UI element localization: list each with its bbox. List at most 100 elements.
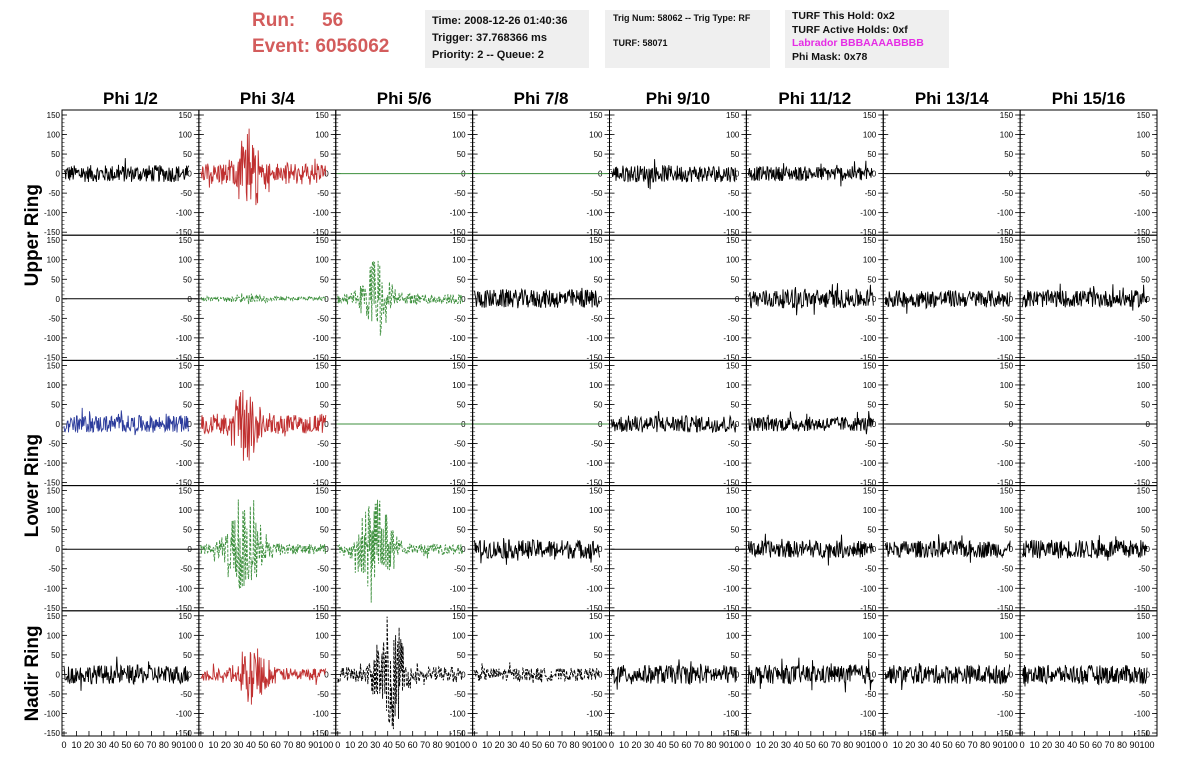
- x-tick-label: 10: [619, 740, 629, 750]
- y-tick-label: -150: [44, 479, 61, 488]
- y-tick-label: 100: [315, 631, 329, 640]
- y-tick-label: -50: [1002, 690, 1014, 699]
- x-tick-label: 30: [918, 740, 928, 750]
- waveform-trace: [1021, 535, 1148, 561]
- y-tick-label: 150: [1000, 612, 1014, 621]
- y-tick-label: 150: [1000, 236, 1014, 245]
- phi-column-label: Phi 11/12: [778, 89, 851, 108]
- x-tick-label: 30: [233, 740, 243, 750]
- y-tick-label: 150: [863, 487, 877, 496]
- y-tick-label: -50: [591, 189, 603, 198]
- y-tick-label: 100: [589, 256, 603, 265]
- y-tick-label: 0: [324, 420, 329, 429]
- y-tick-label: -100: [723, 584, 740, 593]
- y-tick-label: -150: [586, 604, 603, 613]
- y-tick-label: -100: [176, 209, 193, 218]
- phi-column-label: Phi 5/6: [377, 89, 432, 108]
- y-tick-label: -150: [450, 729, 467, 738]
- x-tick-label: 60: [134, 740, 144, 750]
- y-tick-label: 150: [315, 361, 329, 370]
- x-tick-label: 10: [893, 740, 903, 750]
- y-tick-label: 100: [179, 381, 193, 390]
- y-tick-label: 0: [56, 545, 61, 554]
- y-tick-label: 0: [187, 670, 192, 679]
- x-tick-label: 60: [681, 740, 691, 750]
- y-tick-label: -50: [865, 189, 877, 198]
- y-tick-label: 50: [183, 651, 192, 660]
- y-tick-label: -50: [1002, 565, 1014, 574]
- y-tick-label: -150: [176, 729, 193, 738]
- y-tick-label: -150: [176, 479, 193, 488]
- x-tick-label: 20: [358, 740, 368, 750]
- waveform-trace: [337, 499, 464, 603]
- y-tick-label: 50: [457, 400, 466, 409]
- x-tick-label: 100: [181, 740, 196, 750]
- y-tick-label: 50: [320, 150, 329, 159]
- y-tick-label: 150: [315, 236, 329, 245]
- y-tick-label: 0: [461, 670, 466, 679]
- x-tick-label: 0: [609, 740, 614, 750]
- x-tick-label: 80: [1117, 740, 1127, 750]
- y-tick-label: 150: [726, 487, 740, 496]
- y-tick-label: -150: [997, 228, 1014, 237]
- y-tick-label: -100: [176, 584, 193, 593]
- y-tick-label: 150: [452, 612, 466, 621]
- y-tick-label: -100: [860, 334, 877, 343]
- x-tick-label: 0: [746, 740, 751, 750]
- x-tick-label: 60: [545, 740, 555, 750]
- y-tick-label: 0: [324, 170, 329, 179]
- y-tick-label: -100: [586, 334, 603, 343]
- y-tick-label: -50: [1138, 189, 1150, 198]
- waveform-trace: [748, 283, 874, 316]
- waveform-trace: [884, 290, 1011, 314]
- x-tick-label: 60: [1092, 740, 1102, 750]
- y-tick-label: 100: [863, 381, 877, 390]
- y-tick-label: -150: [586, 353, 603, 362]
- y-tick-label: 0: [872, 170, 877, 179]
- y-tick-label: 100: [863, 631, 877, 640]
- y-tick-label: 50: [1004, 150, 1013, 159]
- y-tick-label: 150: [726, 361, 740, 370]
- y-tick-label: 50: [730, 275, 739, 284]
- run-event-info: Run: 56 Event: 6056062: [252, 8, 389, 60]
- phi-column-label: Phi 15/16: [1052, 89, 1126, 108]
- y-tick-label: 100: [726, 131, 740, 140]
- x-tick-label: 50: [1080, 740, 1090, 750]
- waveform-trace: [200, 128, 327, 206]
- waveform-trace: [884, 534, 1011, 563]
- x-tick-label: 90: [1130, 740, 1140, 750]
- y-tick-label: -150: [44, 228, 61, 237]
- x-tick-label: 70: [283, 740, 293, 750]
- x-tick-label: 90: [719, 740, 729, 750]
- y-tick-label: 150: [315, 111, 329, 120]
- labrador-line: Labrador BBBAAAABBBB: [792, 37, 924, 49]
- x-tick-label: 50: [943, 740, 953, 750]
- y-tick-label: -100: [450, 709, 467, 718]
- x-tick-label: 80: [296, 740, 306, 750]
- y-tick-label: -100: [723, 459, 740, 468]
- y-tick-label: 150: [589, 487, 603, 496]
- y-tick-label: 50: [1141, 526, 1150, 535]
- y-tick-label: 100: [863, 506, 877, 515]
- y-tick-label: 0: [324, 545, 329, 554]
- y-tick-label: -50: [48, 189, 60, 198]
- phi-mask-line: Phi Mask: 0x78: [792, 50, 868, 63]
- y-tick-label: 50: [1141, 400, 1150, 409]
- y-tick-label: -150: [723, 729, 740, 738]
- y-tick-label: -150: [723, 604, 740, 613]
- y-tick-label: 150: [452, 236, 466, 245]
- time-info-box: Time: 2008-12-26 01:40:36 Trigger: 37.76…: [425, 10, 589, 68]
- y-tick-label: 50: [457, 275, 466, 284]
- waveform-trace: [200, 648, 327, 705]
- y-tick-label: -150: [997, 353, 1014, 362]
- x-tick-label: 10: [208, 740, 218, 750]
- y-tick-label: 100: [1137, 506, 1151, 515]
- y-tick-label: -100: [450, 334, 467, 343]
- y-tick-label: -100: [1134, 584, 1151, 593]
- y-tick-label: 100: [47, 506, 61, 515]
- x-tick-label: 70: [1105, 740, 1115, 750]
- x-tick-label: 60: [271, 740, 281, 750]
- x-tick-label: 20: [221, 740, 231, 750]
- y-tick-label: -150: [450, 479, 467, 488]
- y-tick-label: 100: [47, 131, 61, 140]
